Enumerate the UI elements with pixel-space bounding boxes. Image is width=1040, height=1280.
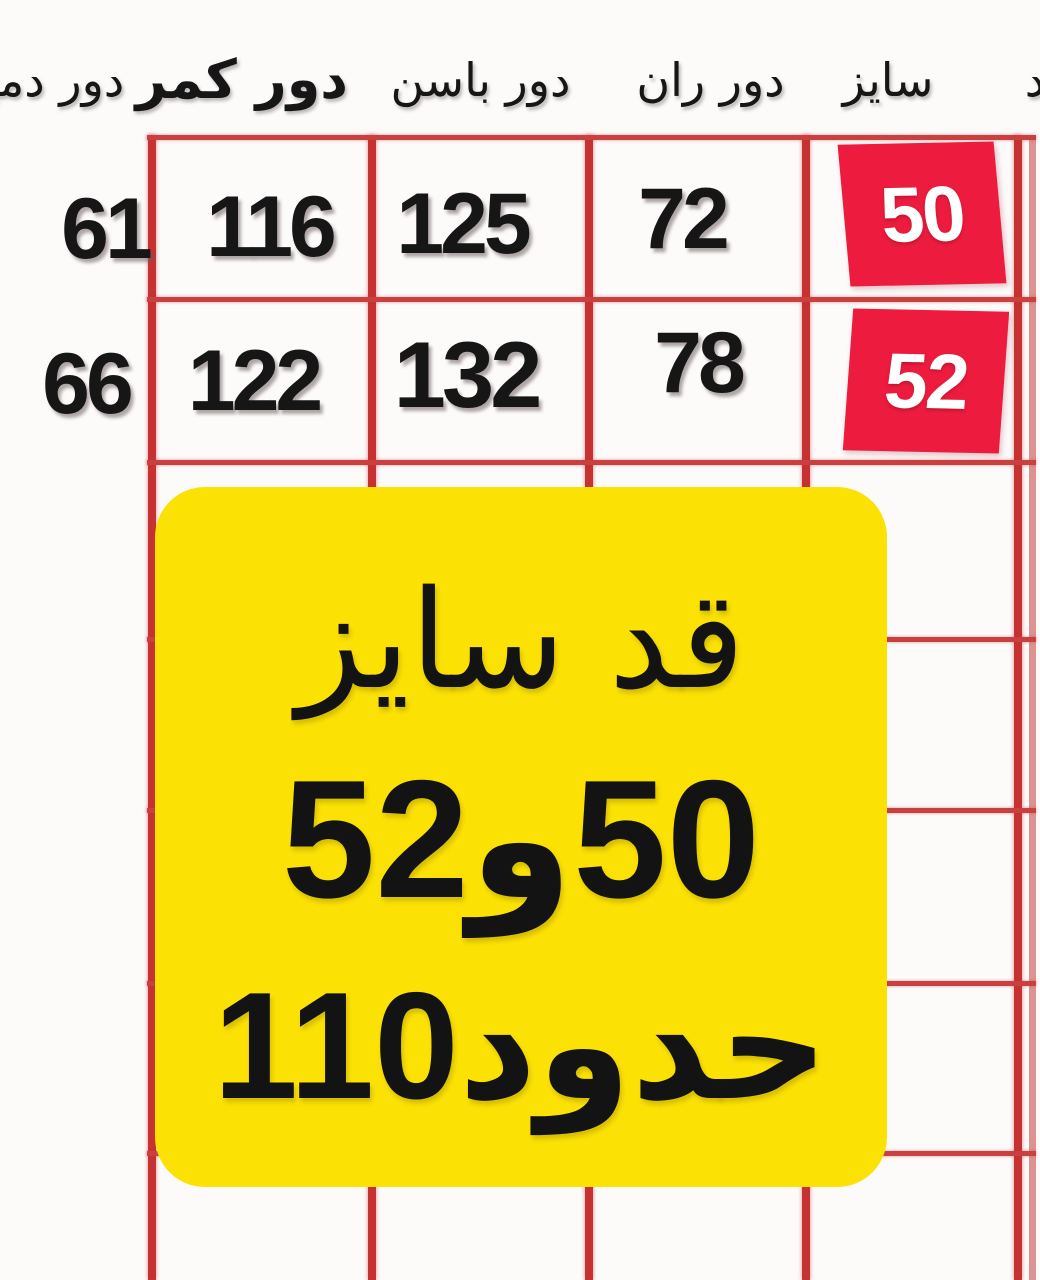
cell-size50-hip: 125 — [396, 176, 532, 272]
grid-line-horizontal — [147, 460, 1036, 465]
cell-size50-thigh: 72 — [638, 171, 730, 267]
cell-size52-thigh: 78 — [654, 315, 746, 411]
cell-size52-hem: 66 — [42, 336, 134, 432]
grid-line-vertical-clipped — [1029, 135, 1036, 1280]
column-header-clipped-right: د — [1024, 53, 1040, 107]
column-header-thigh: دور ران — [636, 53, 785, 107]
cell-size50-hem: 61 — [61, 181, 153, 277]
column-header-hem: دور دمپا — [0, 53, 125, 107]
column-header-hip: دور باسن — [390, 53, 571, 107]
size-badge-50-label: 50 — [876, 168, 968, 259]
grid-line-vertical — [148, 135, 156, 1280]
size-badge-52: 52 — [842, 308, 1010, 454]
column-header-size: سایز — [842, 53, 934, 107]
size-badge-52-label: 52 — [881, 335, 971, 426]
grid-line-horizontal — [147, 135, 1036, 140]
grid-line-horizontal — [147, 297, 1036, 302]
size-badge-50: 50 — [837, 141, 1007, 287]
grid-line-vertical — [1014, 135, 1022, 1280]
column-header-waist: دور کمر — [135, 48, 348, 111]
cell-size52-waist: 122 — [187, 333, 324, 429]
note-line-approx-value: حدود110 — [213, 961, 829, 1131]
note-line-sizes: 50و52 — [281, 745, 765, 933]
note-line-height-title: قد سایز — [297, 562, 745, 720]
cell-size50-waist: 116 — [206, 179, 337, 275]
size-note-overlay: قد سایز 50و52 حدود110 — [155, 487, 887, 1187]
cell-size52-hip: 132 — [393, 322, 543, 427]
